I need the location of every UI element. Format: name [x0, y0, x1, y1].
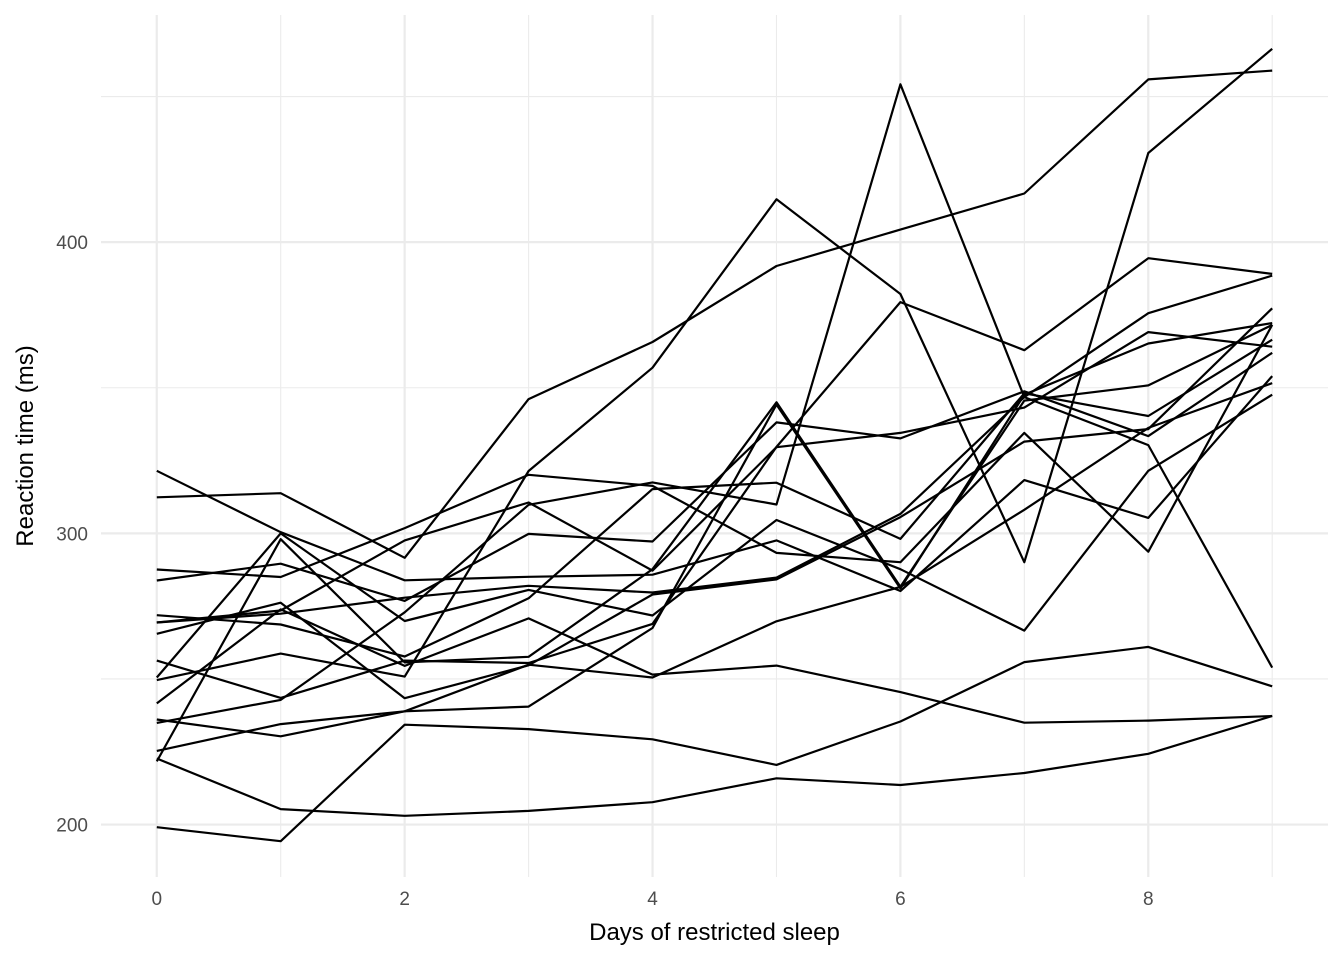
y-axis-title: Reaction time (ms)	[12, 345, 39, 546]
series-line-17	[156, 331, 1273, 624]
series-line-9	[156, 608, 1273, 724]
series-line-3	[156, 645, 1273, 843]
series-line-4	[156, 375, 1274, 593]
series-line-2	[156, 714, 1273, 817]
grid	[101, 15, 1328, 877]
series-line-10	[156, 69, 1273, 559]
tick-labels: 0 2 4 6 8 200 300 400	[56, 233, 1153, 910]
y-tick-label: 400	[56, 233, 88, 254]
series-line-11	[156, 382, 1273, 738]
x-tick-label: 2	[399, 889, 410, 910]
series-line-7	[156, 351, 1273, 603]
series-line-6	[156, 83, 1274, 724]
series-line-18	[156, 274, 1273, 624]
series-line-13	[155, 393, 1273, 679]
series-line-14	[155, 323, 1273, 762]
y-tick-label: 200	[56, 816, 88, 837]
series-line-15	[156, 338, 1273, 658]
series-lines	[155, 47, 1274, 843]
series-line-8	[156, 307, 1273, 700]
series-line-5	[156, 324, 1274, 579]
x-tick-label: 0	[151, 889, 162, 910]
y-tick-label: 300	[56, 524, 88, 545]
x-tick-label: 8	[1143, 889, 1154, 910]
series-line-12	[156, 257, 1273, 700]
x-axis-title: Days of restricted sleep	[589, 919, 840, 946]
x-tick-label: 4	[647, 889, 658, 910]
series-line-1	[156, 47, 1273, 682]
x-tick-label: 6	[895, 889, 906, 910]
